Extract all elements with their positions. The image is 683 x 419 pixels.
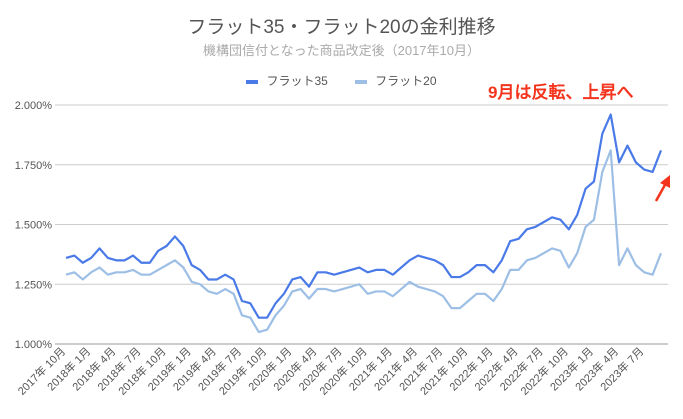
legend-item-flat20[interactable]: フラット20 [355, 72, 437, 89]
y-tick-label: 1.750% [15, 160, 53, 172]
annotation-arrow [654, 182, 668, 202]
legend-swatch [355, 79, 368, 84]
series-line-flat20 [65, 149, 663, 334]
legend: フラット35 フラット20 [0, 72, 683, 89]
y-tick-label: 1.500% [15, 220, 53, 232]
legend-label: フラット35 [266, 74, 328, 88]
chart-subtitle: 機構団信付となった商品改定後（2017年10月） [203, 43, 480, 58]
legend-item-flat35[interactable]: フラット35 [246, 72, 328, 89]
annotation-text: 9月は反転、上昇へ [488, 83, 634, 102]
series-line-flat35 [65, 113, 663, 319]
y-tick-label: 2.000% [15, 100, 53, 112]
legend-swatch [246, 79, 259, 84]
y-tick-label: 1.000% [15, 339, 53, 351]
y-tick-label: 1.250% [15, 279, 53, 291]
chart-title: フラット35・フラット20の金利推移 [187, 17, 496, 38]
annotation-arrowhead-icon [660, 175, 670, 188]
legend-label: フラット20 [375, 74, 437, 88]
